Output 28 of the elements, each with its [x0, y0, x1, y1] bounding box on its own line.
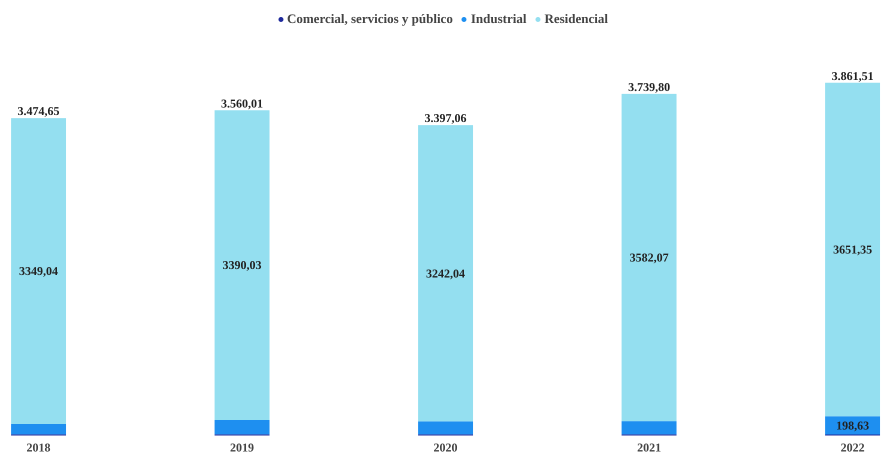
bar — [418, 421, 474, 434]
total-label: 3.397,06 — [424, 111, 467, 126]
data-label: 3651,35 — [833, 242, 872, 257]
data-label: 3582,07 — [630, 250, 669, 264]
bar — [622, 94, 677, 422]
bar — [11, 424, 66, 434]
data-label: 3390,03 — [222, 258, 262, 272]
total-label: 3.560,01 — [221, 96, 264, 110]
bar — [214, 110, 270, 420]
bar — [622, 421, 677, 434]
x-tick-label: 2022 — [840, 440, 865, 454]
legend-label: Industrial — [470, 11, 526, 27]
total-label: 3.474,65 — [18, 104, 60, 118]
legend-label: Comercial, servicios y público — [286, 11, 453, 27]
data-label: 3349,04 — [19, 264, 58, 278]
x-tick-label: 2020 — [434, 440, 458, 454]
x-tick-label: 2021 — [637, 440, 662, 454]
data-label: 3242,04 — [426, 266, 466, 280]
legend-label: Residencial — [544, 11, 608, 27]
data-label: 198,63 — [836, 418, 870, 432]
bar — [214, 420, 270, 434]
x-tick-label: 2019 — [230, 440, 254, 454]
bar — [825, 82, 880, 416]
x-tick-label: 2018 — [26, 440, 51, 454]
total-label: 3.861,51 — [832, 68, 874, 83]
bar — [11, 118, 66, 424]
total-label: 3.739,80 — [628, 80, 670, 94]
bar — [418, 125, 474, 422]
